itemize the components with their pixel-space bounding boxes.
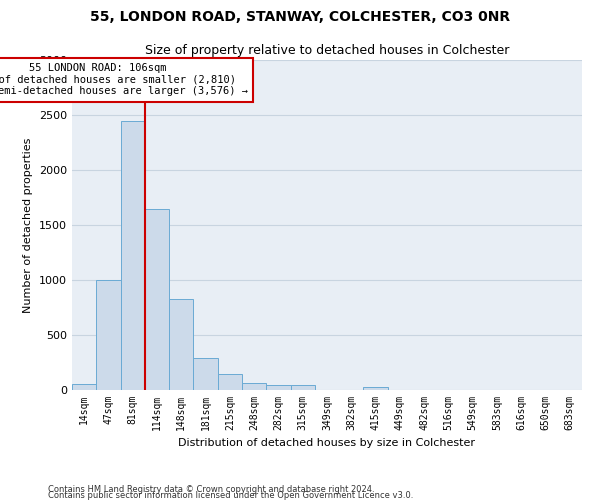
Bar <box>145 208 169 390</box>
X-axis label: Distribution of detached houses by size in Colchester: Distribution of detached houses by size … <box>179 438 476 448</box>
Bar <box>121 120 145 390</box>
Title: Size of property relative to detached houses in Colchester: Size of property relative to detached ho… <box>145 44 509 58</box>
Text: Contains public sector information licensed under the Open Government Licence v3: Contains public sector information licen… <box>48 490 413 500</box>
Bar <box>72 384 96 390</box>
Bar <box>290 384 315 390</box>
Bar <box>96 280 121 390</box>
Bar <box>364 386 388 390</box>
Text: 55 LONDON ROAD: 106sqm
← 44% of detached houses are smaller (2,810)
55% of semi-: 55 LONDON ROAD: 106sqm ← 44% of detached… <box>0 64 248 96</box>
Bar <box>169 298 193 390</box>
Bar <box>193 358 218 390</box>
Text: 55, LONDON ROAD, STANWAY, COLCHESTER, CO3 0NR: 55, LONDON ROAD, STANWAY, COLCHESTER, CO… <box>90 10 510 24</box>
Y-axis label: Number of detached properties: Number of detached properties <box>23 138 34 312</box>
Text: Contains HM Land Registry data © Crown copyright and database right 2024.: Contains HM Land Registry data © Crown c… <box>48 484 374 494</box>
Bar <box>242 384 266 390</box>
Bar <box>266 384 290 390</box>
Bar <box>218 374 242 390</box>
